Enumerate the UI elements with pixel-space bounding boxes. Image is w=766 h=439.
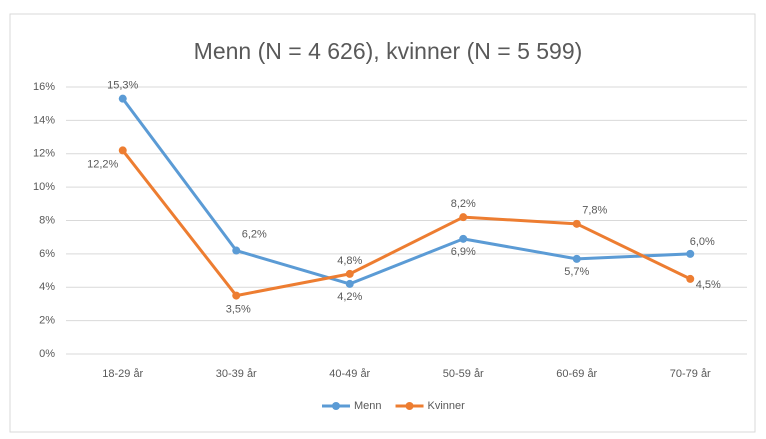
data-label: 8,2% [451,198,476,210]
chart-border [9,13,756,433]
x-tick-label: 70-79 år [670,368,711,380]
data-label: 6,9% [451,246,476,258]
x-tick-label: 60-69 år [556,368,597,380]
data-label: 7,8% [582,205,607,217]
data-label: 5,7% [564,266,589,278]
data-label: 4,2% [337,291,362,303]
legend-marker [332,402,340,410]
data-label: 4,5% [696,279,721,291]
y-tick-label: 4% [39,281,55,293]
series-line [121,149,691,298]
y-tick-label: 14% [33,114,55,126]
point [459,213,468,222]
y-tick-label: 16% [33,81,55,93]
data-label: 15,3% [107,80,138,92]
point [459,234,468,243]
point [345,269,354,278]
y-tick-label: 6% [39,248,55,260]
point [686,249,695,258]
data-label: 6,2% [242,228,267,240]
legend-marker [405,402,414,410]
point [572,254,581,263]
point [118,94,127,103]
legend-label: Menn [354,400,382,412]
point [572,219,581,228]
point [232,291,241,300]
legend-label: Kvinner [428,400,466,412]
series-line [121,97,691,286]
data-label: 3,5% [226,304,251,316]
x-tick-label: 50-59 år [443,368,484,380]
y-tick-label: 12% [33,148,55,160]
y-tick-label: 2% [39,315,55,327]
data-label: 6,0% [690,236,715,248]
data-label: 4,8% [337,255,362,267]
y-tick-label: 8% [39,214,55,226]
point [232,246,241,255]
point [345,279,354,288]
point [118,146,127,155]
point [686,274,695,283]
x-tick-label: 18-29 år [102,368,143,380]
y-tick-label: 0% [39,348,55,360]
x-tick-label: 40-49 år [329,368,370,380]
data-label: 12,2% [87,158,118,170]
chart-title: Menn (N = 4 626), kvinner (N = 5 599) [194,38,583,64]
y-tick-label: 10% [33,181,55,193]
x-tick-label: 30-39 år [216,368,257,380]
